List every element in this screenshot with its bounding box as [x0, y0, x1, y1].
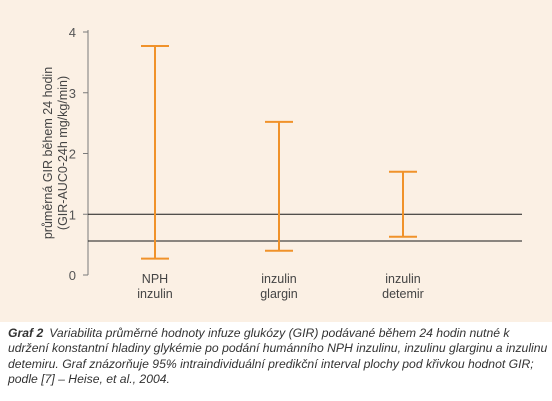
caption-text: Variabilita průměrné hodnoty infuze gluk…	[8, 326, 548, 387]
category-label: inzulin	[137, 287, 172, 301]
y-tick-label: 3	[69, 86, 76, 101]
y-axis-title: průměrná GIR během 24 hodin	[41, 67, 55, 239]
chart-panel: 0 1 2 3 4 NPH inzulin inzulin glargin inzulin dete…	[0, 0, 552, 322]
y-tick-label: 1	[69, 207, 76, 222]
y-tick-label: 0	[69, 268, 76, 283]
category-label: inzulin	[385, 272, 420, 286]
y-tick-label: 2	[69, 147, 76, 162]
category-label: glargin	[260, 287, 298, 301]
category-label: inzulin	[261, 272, 296, 286]
category-label: detemir	[382, 287, 424, 301]
category-label: NPH	[142, 272, 168, 286]
y-tick-label: 4	[69, 25, 76, 40]
chart: 01234NPHinzulininzulinglargininzulindete…	[41, 25, 522, 301]
y-axis-title: (GIR-AUC0-24h mg/kg/min)	[56, 76, 70, 230]
caption-label: Graf 2	[8, 326, 44, 340]
caption: Graf 2 Variabilita průměrné hodnoty infuz…	[8, 326, 548, 388]
